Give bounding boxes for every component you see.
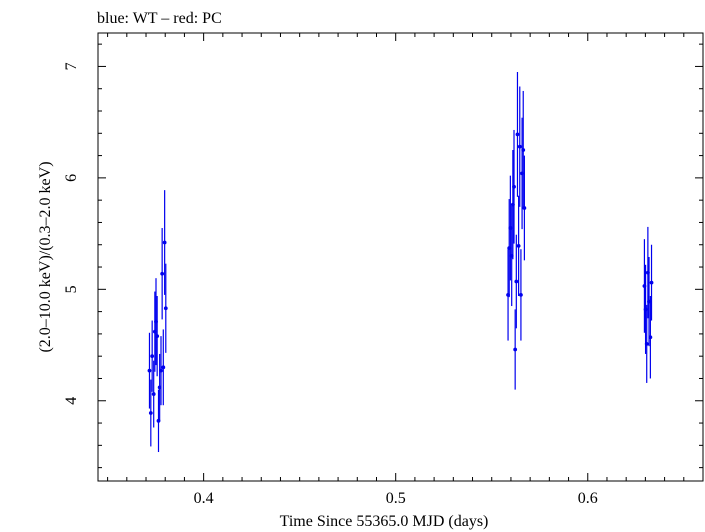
data-point <box>163 306 168 311</box>
data-point <box>649 280 654 285</box>
x-tick-label: 0.5 <box>386 490 406 507</box>
data-point <box>514 279 519 284</box>
data-point <box>150 354 155 359</box>
chart-title: blue: WT – red: PC <box>97 10 222 27</box>
data-point <box>644 342 649 346</box>
x-tick-label: 0.6 <box>578 490 598 507</box>
data-point <box>516 243 521 248</box>
plot-frame <box>97 32 704 482</box>
data-series-wt <box>147 72 654 453</box>
y-tick-label: 7 <box>63 62 80 70</box>
y-axis: 4 5 6 7 <box>63 43 703 469</box>
data-point <box>517 144 522 149</box>
data-point <box>522 206 527 210</box>
data-point <box>519 292 523 297</box>
y-tick-label: 6 <box>63 174 80 182</box>
y-tick-label: 5 <box>63 285 80 293</box>
data-point <box>147 368 152 373</box>
y-tick-label: 4 <box>63 397 80 405</box>
data-point <box>159 368 163 373</box>
x-axis-label: Time Since 55365.0 MJD (days) <box>280 513 489 530</box>
data-point <box>521 148 526 152</box>
data-point <box>162 240 167 245</box>
data-point <box>161 365 166 370</box>
data-point <box>155 334 160 339</box>
x-axis: 0.4 0.5 0.6 <box>107 33 704 507</box>
x-tick-label: 0.4 <box>194 490 214 507</box>
data-point <box>160 271 165 276</box>
data-point <box>513 347 518 352</box>
data-point <box>151 392 156 396</box>
data-point <box>648 335 653 340</box>
data-point <box>515 132 520 137</box>
data-point <box>512 184 516 189</box>
y-axis-label: (2.0–10.0 keV)/(0.3–2.0 keV) <box>37 161 54 352</box>
data-point <box>148 411 153 415</box>
